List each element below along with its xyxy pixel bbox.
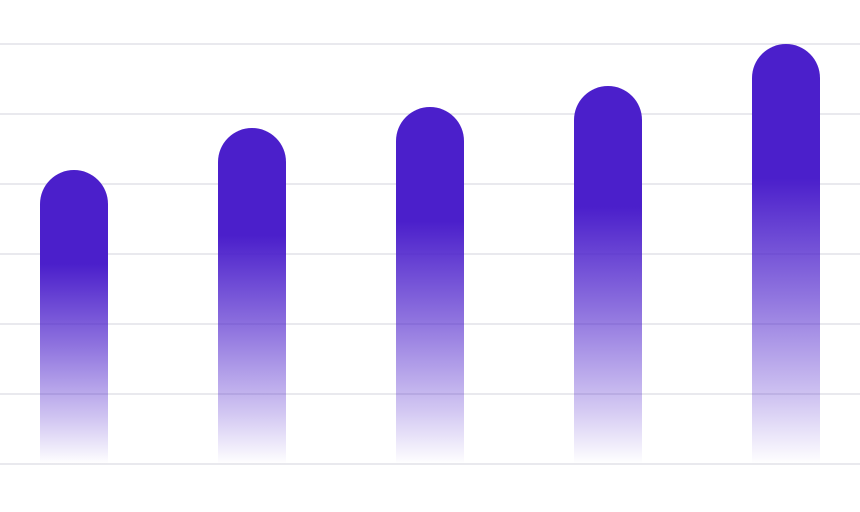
bars [40,44,820,465]
bar-2 [218,128,286,464]
bar-1 [40,170,108,465]
bar-3 [396,107,464,464]
bar-4 [574,86,642,464]
bar-5 [752,44,820,464]
